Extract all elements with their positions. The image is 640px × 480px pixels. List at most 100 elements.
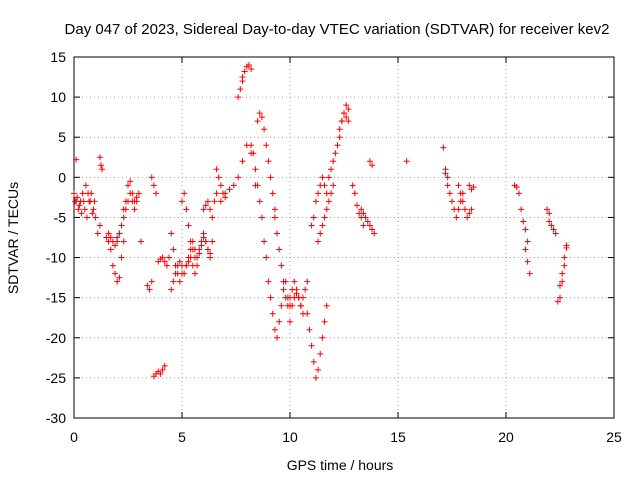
data-point xyxy=(343,114,350,121)
data-point xyxy=(360,222,367,229)
x-axis-label: GPS time / hours xyxy=(287,457,394,473)
data-point xyxy=(561,262,568,269)
data-point xyxy=(159,254,166,261)
data-point xyxy=(194,262,201,269)
data-point xyxy=(317,350,324,357)
data-point xyxy=(215,174,222,181)
data-point xyxy=(310,214,317,221)
data-point xyxy=(453,214,460,221)
data-point xyxy=(179,198,185,205)
data-point xyxy=(137,238,144,245)
data-point xyxy=(83,214,90,221)
data-point xyxy=(332,150,339,157)
data-point xyxy=(217,182,224,189)
data-point xyxy=(209,214,216,221)
x-tick-label: 10 xyxy=(282,429,298,445)
data-point xyxy=(321,214,328,221)
data-point xyxy=(293,290,300,297)
data-point xyxy=(263,142,270,149)
data-point xyxy=(116,274,123,281)
data-point xyxy=(185,258,192,265)
data-point xyxy=(144,282,151,289)
x-tick-label: 0 xyxy=(70,429,78,445)
y-tick-label: -5 xyxy=(54,209,67,225)
data-point xyxy=(252,166,259,173)
y-tick-label: -30 xyxy=(46,410,66,426)
data-point xyxy=(248,66,255,73)
data-point xyxy=(239,74,246,81)
data-point xyxy=(470,183,477,190)
data-point xyxy=(548,222,555,229)
data-point xyxy=(204,198,211,205)
data-point xyxy=(457,190,464,197)
data-point xyxy=(170,246,177,253)
x-tick-label: 5 xyxy=(178,429,186,445)
axis-tick-labels: 0 5 10 15 20 25 -30 -25 -20 -15 -10 -5 0 5 10 15 xyxy=(46,49,622,445)
data-point xyxy=(114,278,121,285)
data-point xyxy=(515,190,522,197)
data-point xyxy=(336,126,343,133)
data-point xyxy=(271,206,278,213)
data-point xyxy=(261,238,268,245)
data-point xyxy=(278,302,285,309)
data-point xyxy=(315,190,322,197)
data-point xyxy=(444,182,451,189)
data-point xyxy=(207,250,214,257)
data-point xyxy=(271,214,278,221)
data-point xyxy=(371,230,378,237)
data-point xyxy=(446,190,453,197)
data-point xyxy=(552,230,559,237)
data-point xyxy=(157,370,164,377)
data-point xyxy=(353,202,360,209)
data-point xyxy=(369,226,376,233)
data-point xyxy=(107,246,114,253)
data-point xyxy=(550,226,557,233)
data-point xyxy=(444,174,451,181)
data-point xyxy=(464,214,471,221)
data-point xyxy=(74,194,81,201)
data-point xyxy=(75,206,82,213)
data-point xyxy=(274,334,281,341)
data-point xyxy=(81,206,88,213)
data-point xyxy=(280,286,287,293)
data-point xyxy=(328,166,335,173)
y-tick-label: -25 xyxy=(46,370,66,386)
data-point xyxy=(287,318,293,325)
data-point xyxy=(518,206,525,213)
data-point xyxy=(269,310,276,317)
data-point xyxy=(176,258,183,265)
data-point xyxy=(304,310,311,317)
data-point xyxy=(261,126,268,133)
data-point xyxy=(455,182,462,189)
data-point xyxy=(114,238,121,245)
data-point xyxy=(241,68,248,75)
data-point xyxy=(148,174,155,181)
data-point xyxy=(258,214,265,221)
data-point xyxy=(153,190,160,197)
data-point xyxy=(150,182,157,189)
y-tick-label: -15 xyxy=(46,290,66,306)
plot-frame xyxy=(73,56,615,419)
data-point xyxy=(213,190,220,197)
data-point xyxy=(135,190,142,197)
data-point xyxy=(557,282,563,289)
data-point xyxy=(269,190,276,197)
data-point xyxy=(189,246,196,253)
data-point xyxy=(358,206,365,213)
data-point xyxy=(79,190,86,197)
data-point xyxy=(99,166,106,173)
data-point xyxy=(235,174,242,181)
data-point xyxy=(341,110,347,117)
data-point xyxy=(226,186,233,193)
data-point xyxy=(319,174,326,181)
data-point xyxy=(267,174,274,181)
data-point xyxy=(321,318,328,325)
data-point xyxy=(191,270,198,277)
data-point xyxy=(213,166,220,173)
data-point xyxy=(364,218,371,225)
data-point xyxy=(449,198,455,205)
data-point xyxy=(159,366,166,373)
data-point xyxy=(112,242,119,249)
data-point xyxy=(271,326,278,333)
